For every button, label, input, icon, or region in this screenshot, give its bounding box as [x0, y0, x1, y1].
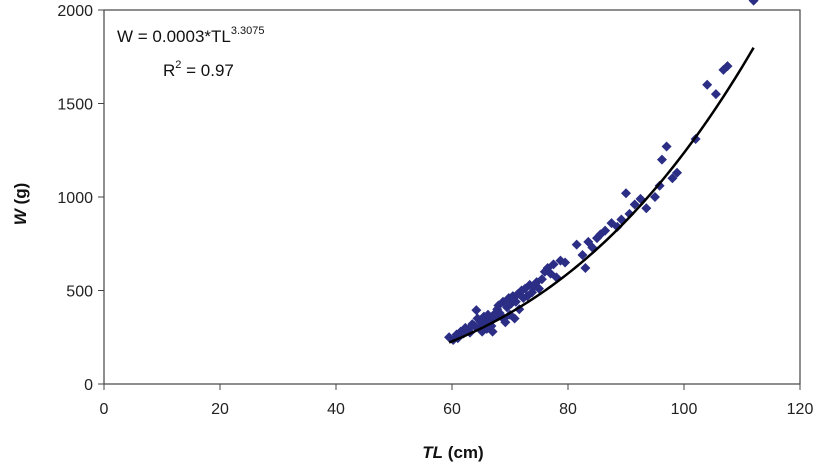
r-squared-superscript: 2 — [175, 59, 181, 71]
x-axis-title: TL (cm) — [422, 443, 483, 462]
data-points — [444, 0, 759, 346]
x-tick-label: 20 — [211, 401, 229, 418]
data-point — [510, 296, 521, 307]
data-point — [672, 167, 683, 178]
y-tick-label: 1500 — [57, 97, 93, 114]
equation-exponent: 3.3075 — [231, 25, 265, 37]
data-point — [548, 259, 559, 270]
fit-curve — [448, 47, 755, 344]
data-point — [534, 283, 544, 294]
data-point — [600, 225, 611, 236]
data-point — [577, 249, 588, 260]
x-tick-label: 40 — [327, 401, 345, 418]
x-tick-label: 80 — [559, 401, 577, 418]
x-tick-label: 60 — [443, 401, 461, 418]
y-tick-label: 2000 — [57, 3, 93, 20]
r-squared-label: R2 = 0.97 — [163, 59, 234, 80]
data-point — [571, 239, 582, 250]
x-tick-label: 120 — [787, 401, 814, 418]
data-point — [487, 326, 498, 337]
equation-label: W = 0.0003*TL3.3075 — [117, 25, 265, 46]
data-point — [500, 317, 511, 328]
data-point — [509, 313, 520, 324]
data-point — [641, 203, 652, 214]
axes: 0 20 40 60 80 100 120 0 500 1000 1500 2000 — [57, 3, 813, 418]
x-tick-label: 100 — [671, 401, 698, 418]
data-point — [710, 89, 721, 100]
data-point — [667, 173, 678, 184]
data-point — [503, 292, 514, 303]
y-tick-label: 500 — [66, 284, 93, 301]
data-point — [621, 188, 631, 199]
data-point — [656, 154, 667, 165]
data-point — [536, 274, 547, 285]
data-point — [722, 61, 733, 72]
data-point — [560, 257, 571, 268]
y-axis-title: W (g) — [11, 183, 30, 225]
data-point — [629, 199, 640, 210]
data-point — [612, 221, 623, 232]
data-point — [650, 192, 660, 202]
y-tick-label: 1000 — [57, 190, 93, 207]
data-point — [702, 79, 713, 90]
data-point — [471, 305, 482, 316]
x-tick-label: 0 — [100, 401, 109, 418]
y-tick-label: 0 — [84, 377, 93, 394]
data-point — [661, 141, 672, 152]
data-point — [748, 0, 759, 6]
data-point — [580, 263, 591, 274]
